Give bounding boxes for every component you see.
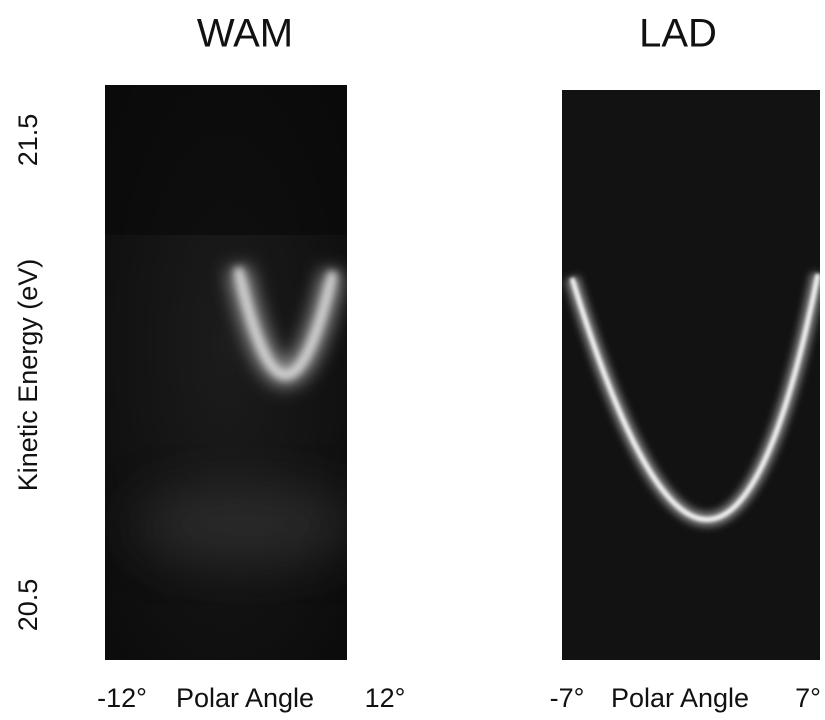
y-tick-label: 21.5 xyxy=(13,114,43,167)
x-tick-label: 12° xyxy=(365,683,406,713)
x-tick-label: -12° xyxy=(97,683,147,713)
x-axis-label: Polar Angle xyxy=(611,683,749,713)
y-tick-label: 20.5 xyxy=(13,579,43,632)
x-tick-label: -7° xyxy=(550,683,585,713)
x-axis-label: Polar Angle xyxy=(176,683,314,713)
y-axis-label: Kinetic Energy (eV) xyxy=(13,259,43,492)
wam-image xyxy=(105,85,347,660)
panel-title: LAD xyxy=(639,12,717,56)
x-tick-label: 7° xyxy=(795,683,821,713)
panel-title: WAM xyxy=(197,12,293,56)
lad-image xyxy=(562,90,820,660)
